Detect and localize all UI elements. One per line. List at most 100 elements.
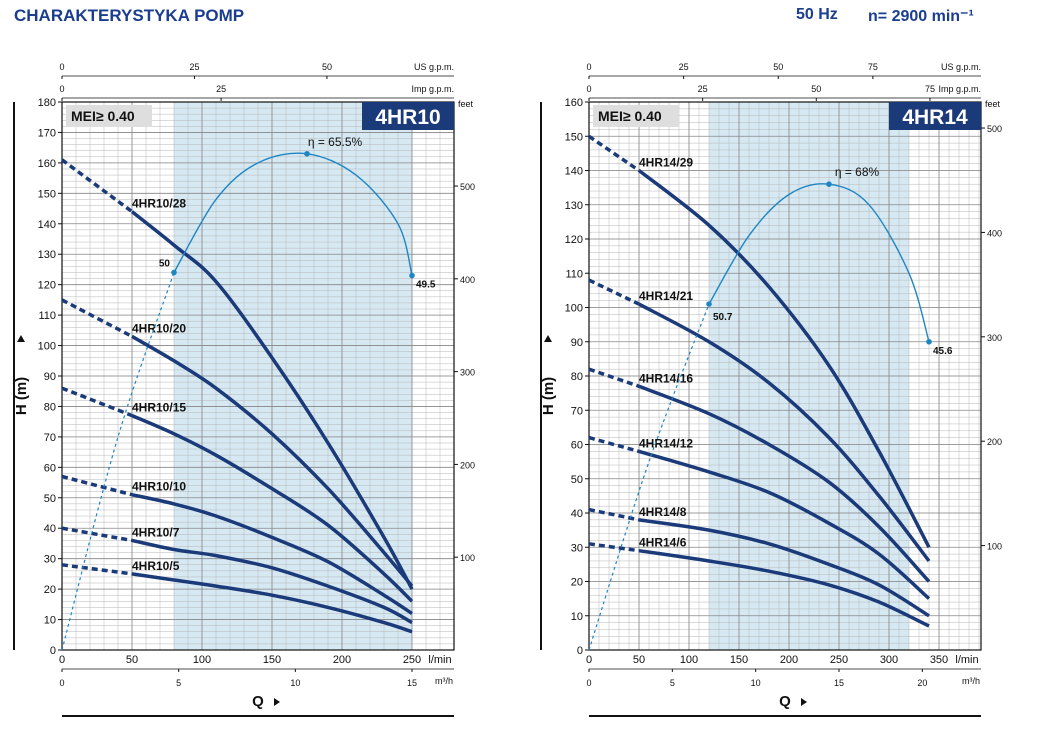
efficiency-curve-dashed: [588, 303, 710, 651]
curve-label-4HR10/20: 4HR10/20: [132, 321, 186, 335]
curve-label-4HR10/28: 4HR10/28: [132, 197, 186, 211]
model-badge: [889, 102, 981, 130]
curve-label-4HR10/5: 4HR10/5: [132, 559, 180, 573]
y-axis-arrow-icon: [17, 335, 25, 342]
m3h-tick-label: 15: [407, 678, 417, 688]
curve-4HR10/20-dashed: [61, 298, 133, 338]
x-unit-label: l/min: [428, 654, 451, 666]
feet-tick-label: 400: [987, 228, 1002, 238]
chart-4hr14: 0102030405060708090100110120130140150160…: [540, 62, 1002, 717]
x-tick-label: 0: [586, 654, 592, 666]
curve-4HR14/29-dashed: [588, 134, 640, 172]
y-tick-label: 140: [565, 166, 583, 178]
feet-tick-label: 300: [987, 333, 1002, 343]
usgpm-tick-label: 25: [189, 62, 199, 72]
y-tick-label: 110: [565, 268, 583, 280]
impgpm-unit-label: Imp g.p.m.: [938, 84, 981, 94]
y-tick-label: 20: [44, 584, 56, 596]
x-tick-label: 150: [730, 654, 748, 666]
usgpm-tick-label: 50: [773, 62, 783, 72]
y-tick-label: 60: [571, 440, 583, 452]
model-badge: [362, 102, 454, 130]
x-tick-label: 300: [880, 654, 898, 666]
curve-4HR10/28: [130, 210, 414, 590]
curve-4HR14/21-dashed: [588, 278, 640, 306]
y-tick-label: 50: [44, 493, 56, 505]
curve-4HR14/29: [637, 169, 931, 549]
x-tick-label: 350: [930, 654, 948, 666]
mei-box: [66, 105, 152, 127]
y-tick-label: 70: [571, 405, 583, 417]
y-tick-label: 80: [571, 371, 583, 383]
usgpm-tick-label: 50: [322, 62, 332, 72]
usgpm-unit-label: US g.p.m.: [941, 62, 981, 72]
curve-4HR14/12: [638, 449, 931, 600]
x-tick-label: 150: [263, 654, 281, 666]
y-tick-label: 120: [38, 280, 56, 292]
impgpm-tick-label: 75: [925, 84, 935, 94]
curve-label-4HR10/10: 4HR10/10: [132, 480, 186, 494]
usgpm-tick-label: 0: [586, 62, 591, 72]
curve-4HR10/10: [131, 492, 413, 615]
y-tick-label: 160: [565, 97, 583, 109]
curve-4HR14/6-dashed: [588, 542, 640, 553]
m3h-unit-label: m³/h: [962, 676, 980, 686]
chart-4hr10: 0102030405060708090100110120130140150160…: [13, 62, 475, 717]
curve-4HR14/12-dashed: [588, 435, 640, 454]
page-title: CHARAKTERYSTYKA POMP: [14, 6, 245, 25]
x-unit-label: l/min: [955, 654, 978, 666]
feet-tick-label: 400: [460, 275, 475, 285]
y-tick-label: 30: [571, 542, 583, 554]
y-tick-label: 90: [571, 337, 583, 349]
curve-4HR10/10-dashed: [61, 474, 133, 497]
efficiency-point: [706, 301, 712, 307]
m3h-unit-label: m³/h: [435, 676, 453, 686]
y-tick-label: 60: [44, 462, 56, 474]
impgpm-tick-label: 25: [216, 84, 226, 94]
feet-unit-label: feet: [985, 99, 1001, 109]
curve-label-4HR14/12: 4HR14/12: [639, 436, 693, 450]
curve-4HR10/5-dashed: [61, 563, 133, 576]
y-tick-label: 110: [38, 310, 56, 322]
y-tick-label: 50: [571, 474, 583, 486]
y-tick-label: 130: [565, 200, 583, 212]
curve-label-4HR10/15: 4HR10/15: [132, 401, 186, 415]
usgpm-tick-label: 0: [59, 62, 64, 72]
x-tick-label: 250: [830, 654, 848, 666]
y-axis-label: H (m): [13, 377, 30, 415]
y-axis-label: H (m): [540, 377, 557, 415]
m3h-tick-label: 10: [290, 678, 300, 688]
x-axis-arrow-icon: [274, 698, 280, 706]
efficiency-point-label: 45.6: [933, 346, 953, 357]
feet-tick-label: 100: [460, 553, 475, 563]
impgpm-tick-label: 0: [59, 84, 64, 94]
x-tick-label: 100: [193, 654, 211, 666]
curve-label-4HR14/29: 4HR14/29: [639, 156, 693, 170]
efficiency-point: [926, 338, 932, 345]
feet-tick-label: 500: [460, 182, 475, 192]
y-axis-arrow-icon: [544, 335, 552, 342]
y-tick-label: 30: [44, 554, 56, 566]
curve-4HR14/8-dashed: [588, 507, 640, 522]
x-axis-label: Q: [779, 693, 791, 710]
efficiency-point-label: 50.7: [713, 312, 733, 323]
x-tick-label: 250: [403, 654, 421, 666]
x-axis-label: Q: [252, 693, 264, 710]
curve-4HR14/8: [638, 518, 930, 618]
usgpm-tick-label: 25: [679, 62, 689, 72]
y-tick-label: 130: [38, 249, 56, 261]
y-tick-label: 90: [44, 371, 56, 383]
m3h-tick-label: 5: [176, 678, 181, 688]
curve-4HR10/28-dashed: [60, 158, 134, 214]
impgpm-tick-label: 0: [586, 84, 591, 94]
efficiency-point-label: η = 65.5%: [308, 135, 363, 149]
curve-4HR10/7: [131, 538, 413, 625]
efficiency-point: [304, 150, 310, 157]
curve-4HR14/21: [638, 302, 931, 563]
x-axis-arrow-icon: [801, 698, 807, 706]
efficiency-point: [826, 181, 832, 187]
efficiency-point-label: 50: [159, 258, 171, 269]
y-tick-label: 70: [44, 432, 56, 444]
y-tick-label: 0: [577, 645, 583, 657]
impgpm-tick-label: 50: [811, 84, 821, 94]
